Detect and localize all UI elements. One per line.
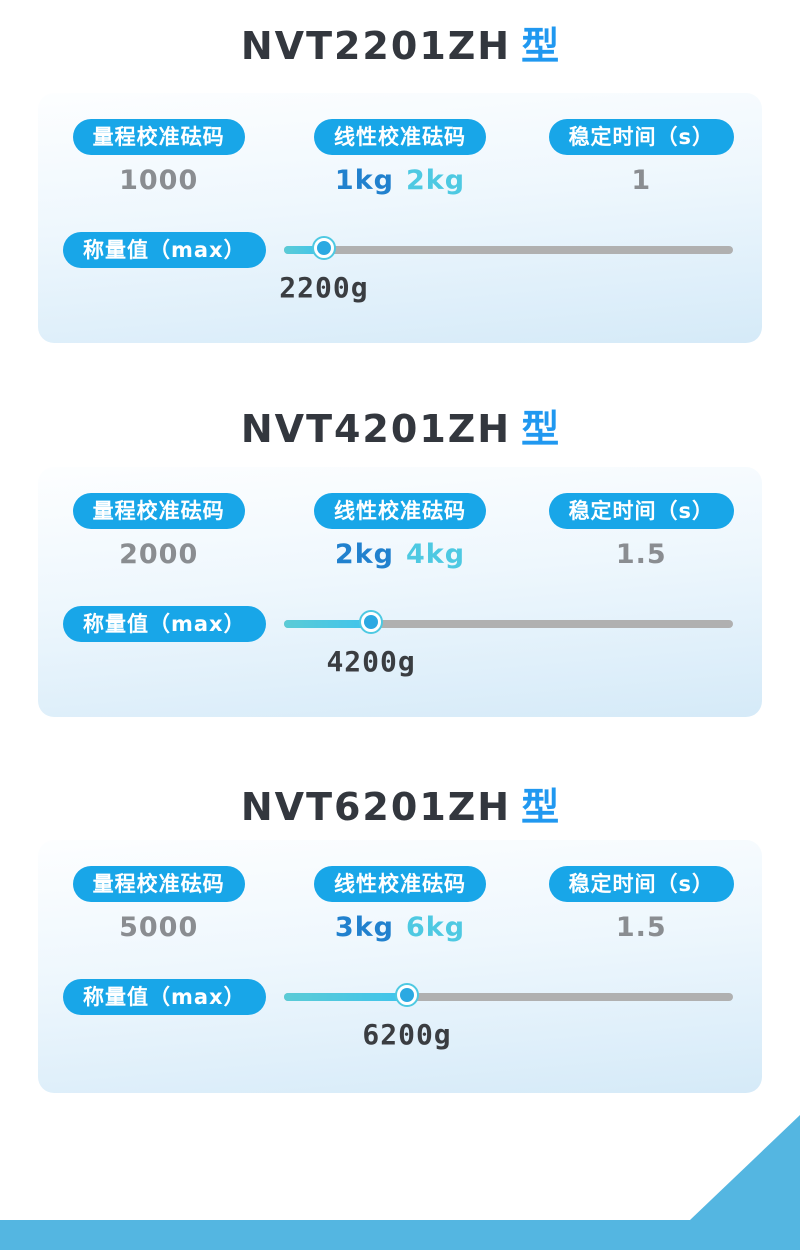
max-weight-slider: 称量值（max） bbox=[38, 232, 762, 268]
stable-time-value: 1.5 bbox=[615, 912, 667, 943]
max-weight-label: 称量值（max） bbox=[63, 979, 266, 1015]
max-weight-slider: 称量值（max） bbox=[38, 606, 762, 642]
slider-fill bbox=[284, 246, 324, 254]
slider-track[interactable] bbox=[284, 610, 733, 634]
spec-labels-row: 量程校准砝码 线性校准砝码 稳定时间（s） bbox=[38, 119, 762, 155]
stable-time-label: 稳定时间（s） bbox=[548, 493, 735, 529]
linearity-weight-value: 1kg 2kg bbox=[334, 165, 466, 196]
stable-time-label: 稳定时间（s） bbox=[548, 866, 735, 902]
section-nvt4201zh: NVT4201ZH 型 量程校准砝码 线性校准砝码 稳定时间（s） 2000 2k… bbox=[0, 405, 800, 717]
linearity-weight-label: 线性校准砝码 bbox=[313, 493, 486, 529]
spec-values-row: 1000 1kg 2kg 1 bbox=[38, 165, 762, 196]
model-name: NVT6201ZH bbox=[240, 785, 512, 829]
range-weight-label: 量程校准砝码 bbox=[72, 493, 245, 529]
section-nvt6201zh: NVT6201ZH 型 量程校准砝码 线性校准砝码 稳定时间（s） 5000 3k… bbox=[0, 783, 800, 1093]
spec-card: 量程校准砝码 线性校准砝码 稳定时间（s） 5000 3kg 6kg 1.5 称量… bbox=[38, 840, 762, 1093]
stable-time-label: 稳定时间（s） bbox=[548, 119, 735, 155]
linearity-weight-value: 2kg 4kg bbox=[334, 539, 466, 570]
range-weight-value: 2000 bbox=[119, 539, 199, 570]
slider-handle[interactable] bbox=[359, 610, 384, 634]
slider-handle[interactable] bbox=[395, 983, 420, 1007]
slider-handle[interactable] bbox=[311, 236, 336, 260]
linearity-weight-label: 线性校准砝码 bbox=[313, 119, 486, 155]
slider-fill bbox=[284, 993, 408, 1001]
model-type-suffix: 型 bbox=[521, 24, 560, 68]
max-weight-slider: 称量值（max） bbox=[38, 979, 762, 1015]
slider-track[interactable] bbox=[284, 983, 733, 1007]
spec-labels-row: 量程校准砝码 线性校准砝码 稳定时间（s） bbox=[38, 866, 762, 902]
model-name: NVT4201ZH bbox=[240, 407, 512, 451]
max-weight-value: 4200g bbox=[326, 645, 416, 678]
spec-card: 量程校准砝码 线性校准砝码 稳定时间（s） 1000 1kg 2kg 1 称量值（… bbox=[38, 93, 762, 343]
max-weight-value: 6200g bbox=[362, 1018, 452, 1051]
linearity-weight-label: 线性校准砝码 bbox=[313, 866, 486, 902]
page-title: NVT2201ZH 型 bbox=[0, 22, 800, 70]
range-weight-value: 5000 bbox=[119, 912, 199, 943]
range-weight-label: 量程校准砝码 bbox=[72, 119, 245, 155]
corner-ribbon-decoration bbox=[0, 1115, 800, 1250]
max-weight-label: 称量值（max） bbox=[63, 606, 266, 642]
model-name: NVT2201ZH bbox=[240, 24, 512, 68]
model-type-suffix: 型 bbox=[521, 407, 560, 451]
spec-values-row: 2000 2kg 4kg 1.5 bbox=[38, 539, 762, 570]
max-weight-value: 2200g bbox=[279, 271, 369, 304]
max-weight-label: 称量值（max） bbox=[63, 232, 266, 268]
stable-time-value: 1.5 bbox=[615, 539, 667, 570]
linearity-weight-value: 3kg 6kg bbox=[334, 912, 466, 943]
section-nvt2201zh: NVT2201ZH 型 量程校准砝码 线性校准砝码 稳定时间（s） 1000 1k… bbox=[0, 22, 800, 343]
spec-values-row: 5000 3kg 6kg 1.5 bbox=[38, 912, 762, 943]
slider-fill bbox=[284, 620, 372, 628]
page-title: NVT4201ZH 型 bbox=[0, 405, 800, 453]
spec-card: 量程校准砝码 线性校准砝码 稳定时间（s） 2000 2kg 4kg 1.5 称量… bbox=[38, 467, 762, 717]
model-type-suffix: 型 bbox=[521, 785, 560, 829]
range-weight-label: 量程校准砝码 bbox=[72, 866, 245, 902]
stable-time-value: 1 bbox=[631, 165, 652, 196]
spec-labels-row: 量程校准砝码 线性校准砝码 稳定时间（s） bbox=[38, 493, 762, 529]
slider-track[interactable] bbox=[284, 236, 733, 260]
page-title: NVT6201ZH 型 bbox=[0, 783, 800, 831]
range-weight-value: 1000 bbox=[119, 165, 199, 196]
